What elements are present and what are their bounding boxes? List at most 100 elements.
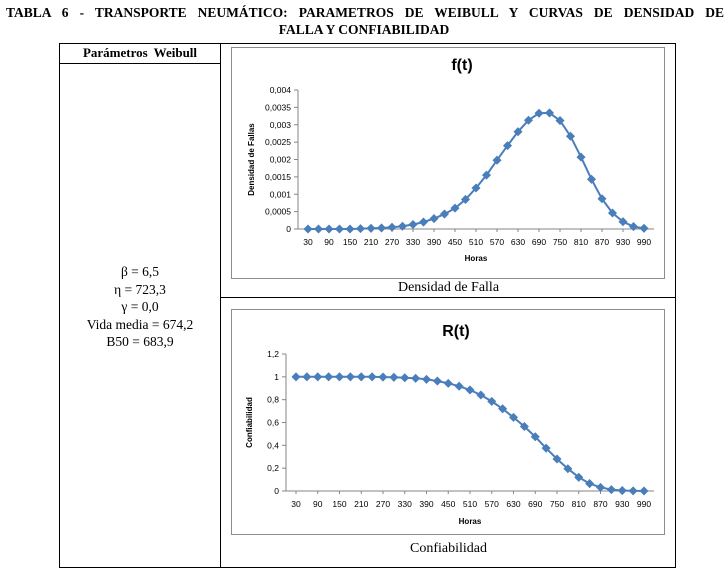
x-tick-label: 90: [324, 237, 334, 247]
x-tick-label: 450: [448, 237, 462, 247]
parameter-beta: β = 6,5: [120, 264, 160, 279]
x-tick-label: 330: [398, 499, 412, 509]
x-tick-label: 150: [332, 499, 346, 509]
data-point: [408, 219, 418, 230]
data-point: [366, 223, 376, 233]
data-point: [439, 209, 450, 219]
y-tick-label: 0,8: [267, 395, 279, 405]
y-tick-label: 1,2: [267, 349, 279, 359]
x-tick-label: 930: [615, 499, 629, 509]
x-tick-label: 690: [528, 499, 542, 509]
data-point: [334, 372, 345, 382]
x-tick-label: 630: [506, 499, 520, 509]
data-point: [586, 174, 597, 184]
x-tick-label: 570: [490, 237, 504, 247]
x-tick-label: 270: [376, 499, 390, 509]
data-point: [324, 224, 334, 234]
data-point: [387, 222, 397, 232]
data-point: [418, 217, 429, 227]
x-tick-label: 870: [593, 499, 607, 509]
document-title: TABLA 6 - TRANSPORTE NEUMÁTICO: PARAMETR…: [0, 4, 728, 38]
data-point: [389, 372, 399, 382]
chart-title: R(t): [442, 323, 470, 340]
data-point: [313, 224, 324, 234]
data-point: [291, 372, 301, 382]
x-tick-label: 150: [343, 237, 357, 247]
data-point: [313, 372, 323, 382]
y-tick-label: 0,003: [270, 120, 292, 130]
y-axis-label: Confiabilidad: [245, 397, 254, 448]
data-point: [443, 378, 453, 388]
y-tick-label: 0,0035: [265, 102, 291, 112]
data-point: [628, 486, 638, 496]
data-point: [376, 223, 387, 233]
data-point: [302, 372, 312, 382]
y-tick-label: 0,002: [270, 155, 292, 165]
x-tick-label: 90: [313, 499, 323, 509]
data-point: [400, 373, 410, 383]
x-tick-label: 210: [364, 237, 378, 247]
data-point: [356, 372, 366, 382]
data-point: [502, 141, 513, 151]
y-axis-label: Densidad de Fallas: [247, 123, 256, 196]
x-axis-label: Horas: [459, 517, 482, 526]
reliability-chart-frame: R(t) 0 0,2 0,4 0,6 0,8 1 1,2 30 90 150 210 270 330 390…: [231, 309, 665, 535]
data-point: [492, 155, 502, 165]
data-point: [639, 223, 649, 233]
data-point: [324, 372, 334, 382]
data-point: [476, 390, 486, 400]
x-tick-label: 390: [419, 499, 433, 509]
x-tick-label: 750: [550, 499, 564, 509]
y-tick-label: 0,6: [267, 418, 279, 428]
x-tick-label: 990: [637, 237, 651, 247]
x-tick-label: 450: [441, 499, 455, 509]
y-tick-label: 0,0025: [265, 137, 291, 147]
x-tick-label: 270: [385, 237, 399, 247]
weibull-table: [59, 43, 676, 568]
reliability-caption: Confiabilidad: [410, 541, 487, 556]
x-tick-label: 810: [574, 237, 588, 247]
x-tick-label: 810: [572, 499, 586, 509]
data-point: [639, 486, 649, 496]
data-point: [429, 214, 439, 224]
data-point: [617, 486, 627, 496]
x-tick-label: 930: [616, 237, 630, 247]
x-tick-label: 690: [532, 237, 546, 247]
data-point: [628, 222, 639, 232]
data-point: [355, 224, 366, 234]
x-tick-label: 330: [406, 237, 420, 247]
x-tick-label: 630: [511, 237, 525, 247]
y-tick-label: 1: [274, 372, 279, 382]
data-point: [576, 152, 586, 162]
x-tick-label: 30: [291, 499, 301, 509]
document-title-line2: FALLA Y CONFIABILIDAD: [278, 22, 450, 37]
parameters-header: Parámetros Weibull: [82, 45, 198, 60]
table-header-divider: [59, 63, 221, 64]
reliability-chart: R(t) 0 0,2 0,4 0,6 0,8 1 1,2 30 90 150 210 270 330 390…: [245, 323, 654, 526]
x-tick-label: 750: [553, 237, 567, 247]
data-point: [345, 372, 355, 382]
data-point: [345, 224, 355, 234]
x-tick-label: 510: [469, 237, 483, 247]
x-tick-label: 870: [595, 237, 609, 247]
data-point: [334, 224, 345, 234]
data-point: [421, 374, 432, 384]
x-tick-label: 990: [637, 499, 651, 509]
y-tick-label: 0,0015: [265, 172, 291, 182]
x-tick-label: 570: [485, 499, 499, 509]
x-tick-label: 210: [354, 499, 368, 509]
data-point: [367, 372, 377, 382]
data-point: [378, 372, 388, 382]
x-tick-label: 390: [427, 237, 441, 247]
data-point: [454, 381, 464, 391]
series-line: [308, 111, 645, 230]
data-point: [411, 373, 421, 383]
chart-title: f(t): [451, 57, 472, 74]
density-chart: f(t) 0 0,0005 0,001 0,0015 0,002 0,0025 0,003 0,…: [247, 57, 654, 263]
y-tick-label: 0: [286, 224, 291, 234]
data-point: [465, 385, 475, 395]
parameter-b50: B50 = 683,9: [106, 334, 174, 349]
table-row-divider: [221, 297, 676, 298]
parameter-eta: η = 723,3: [114, 281, 166, 297]
y-tick-label: 0: [274, 486, 279, 496]
